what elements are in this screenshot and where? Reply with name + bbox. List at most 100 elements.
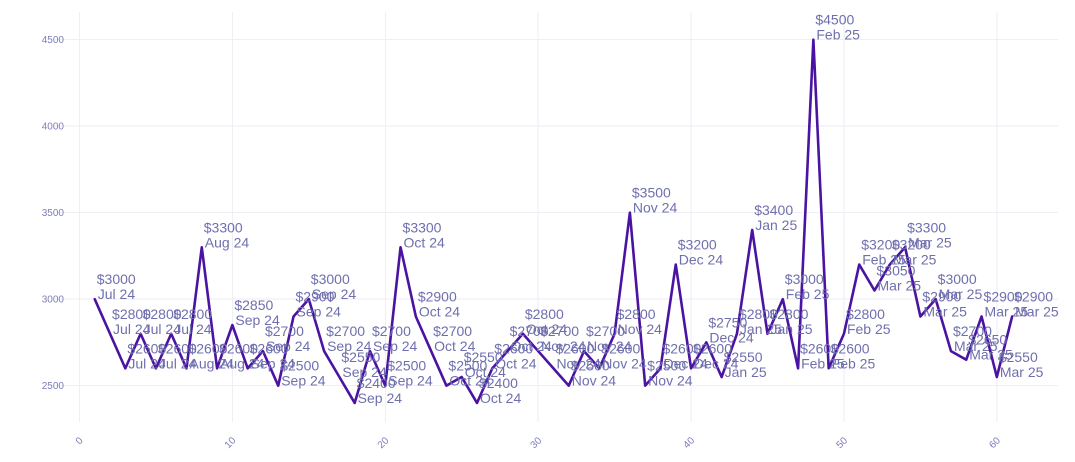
point-label-price: $2550 <box>341 349 380 365</box>
point-label-date: Oct 24 <box>465 364 506 380</box>
point-label-price: $2850 <box>234 297 273 313</box>
x-tick-label: 40 <box>682 435 698 451</box>
point-label-price: $2900 <box>296 288 335 304</box>
point-label-price: $2600 <box>693 340 732 356</box>
point-label-date: Feb 25 <box>786 286 830 302</box>
point-label-price: $3200 <box>861 237 900 253</box>
point-label-price: $2700 <box>265 323 304 339</box>
point-label-date: Jan 25 <box>755 217 797 233</box>
point-label-price: $2500 <box>387 358 426 374</box>
point-label-date: Mar 25 <box>954 338 998 354</box>
point-label-price: $2600 <box>127 340 166 356</box>
point-label-price: $2550 <box>999 349 1038 365</box>
point-label-date: Oct 24 <box>449 373 490 389</box>
series-group <box>93 38 1014 405</box>
point-label-price: $2900 <box>1014 288 1053 304</box>
point-label-price: $3000 <box>785 271 824 287</box>
point-label-date: Jul 24 <box>113 321 151 337</box>
point-label-date: Jul 24 <box>174 321 212 337</box>
point-label-date: Sep 24 <box>327 338 372 354</box>
point-label-date: Sep 24 <box>266 338 311 354</box>
point-label-price: $2400 <box>357 375 396 391</box>
point-label-price: $2900 <box>922 288 961 304</box>
point-label-date: Nov 24 <box>633 200 678 216</box>
point-label-date: Dec 24 <box>663 355 708 371</box>
point-label-price: $2600 <box>555 340 594 356</box>
point-label-price: $3200 <box>892 237 931 253</box>
point-label-date: Oct 24 <box>526 321 567 337</box>
point-label-price: $2600 <box>800 340 839 356</box>
point-label-date: Sep 24 <box>251 355 296 371</box>
point-label-date: Sep 24 <box>281 373 326 389</box>
point-label-price: $2800 <box>173 306 212 322</box>
point-label-date: Feb 25 <box>832 355 876 371</box>
point-label-date: Nov 24 <box>541 338 586 354</box>
point-label-date: Nov 24 <box>618 321 663 337</box>
point-label-price: $2900 <box>984 288 1023 304</box>
point-label-date: Jan 25 <box>740 321 782 337</box>
point-label-price: $2650 <box>968 332 1007 348</box>
point-label-date: Feb 25 <box>801 355 845 371</box>
point-label-date: Jan 25 <box>770 321 812 337</box>
point-label-date: Dec 24 <box>679 252 724 268</box>
point-label-date: Feb 25 <box>847 321 891 337</box>
x-tick-label: 10 <box>223 435 239 451</box>
point-label-date: Nov 24 <box>602 355 647 371</box>
point-label-price: $2800 <box>112 306 151 322</box>
point-label-date: Nov 24 <box>556 355 601 371</box>
y-tick-label: 4500 <box>42 35 65 46</box>
x-tick-label: 30 <box>529 435 545 451</box>
point-label-date: Mar 25 <box>1015 303 1059 319</box>
point-label-date: Feb 25 <box>862 252 906 268</box>
point-label-date: Jul 24 <box>159 355 197 371</box>
point-label-date: Nov 24 <box>572 373 617 389</box>
point-label-price: $2700 <box>326 323 365 339</box>
point-label-date: Mar 25 <box>923 303 967 319</box>
x-axis-ticks: 0 10 20 30 40 50 60 <box>74 435 1003 451</box>
y-tick-label: 3500 <box>42 208 65 219</box>
point-label-price: $3050 <box>877 263 916 279</box>
x-tick-label: 50 <box>834 435 850 451</box>
point-label-price: $2700 <box>953 323 992 339</box>
point-label-price: $2600 <box>219 340 258 356</box>
point-label-price: $2550 <box>464 349 503 365</box>
point-label-date: Jul 24 <box>144 321 182 337</box>
point-label-price: $2600 <box>188 340 227 356</box>
y-tick-label: 2500 <box>42 381 65 392</box>
point-label-date: Aug 24 <box>205 234 250 250</box>
point-label-price: $3000 <box>938 271 977 287</box>
point-label-date: Sep 24 <box>358 390 403 406</box>
point-label-price: $2700 <box>510 323 549 339</box>
point-label-date: Mar 25 <box>908 234 952 250</box>
